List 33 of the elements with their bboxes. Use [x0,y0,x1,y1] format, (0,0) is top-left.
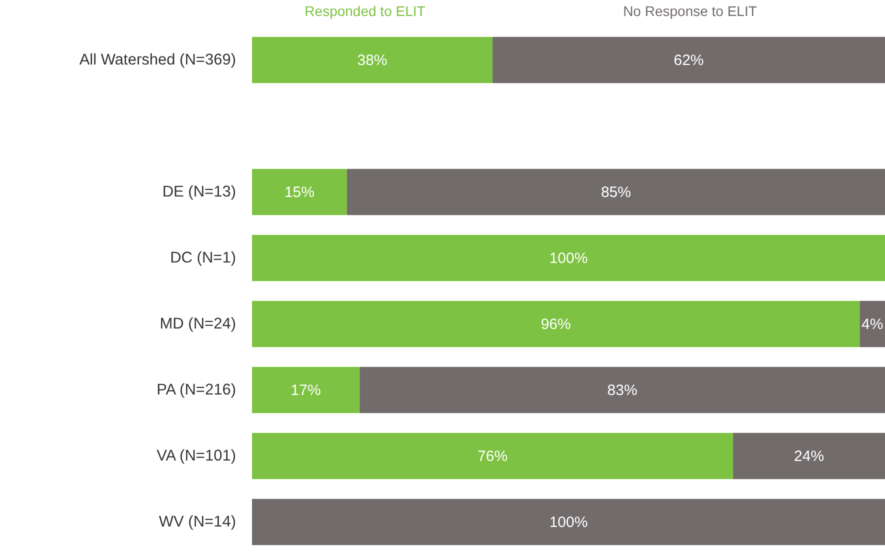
data-label: 17% [290,382,321,398]
bar [733,432,885,480]
y-tick-label: MD (N=24) [160,316,236,332]
data-label: 76% [478,448,508,464]
bar [252,36,493,84]
bar [252,300,860,348]
bar [252,234,885,282]
data-label: 24% [794,448,824,464]
y-tick-label: WV (N=14) [158,514,236,530]
data-label: 100% [549,250,588,266]
data-label: 83% [607,382,638,398]
series-label: No Response to ELIT [623,3,758,19]
bar [252,366,360,414]
bar [346,168,885,216]
bar [860,300,885,348]
data-label: 100% [549,514,588,530]
series-label: Responded to ELIT [304,3,426,19]
bar [252,168,347,216]
data-label: 38% [357,52,388,68]
data-label: 15% [284,184,314,200]
bar [360,366,885,414]
bar [252,498,885,546]
y-tick-label: DC (N=1) [170,250,236,266]
y-tick-label: DE (N=13) [162,184,236,200]
data-label: 4% [861,316,884,332]
y-tick-label: All Watershed (N=369) [79,52,236,68]
data-label: 85% [600,184,631,200]
bar [492,36,885,84]
bar [252,432,734,480]
data-label: 62% [674,52,704,68]
y-tick-label: PA (N=216) [156,382,236,398]
y-tick-label: VA (N=101) [156,448,236,464]
data-label: 96% [540,316,571,332]
